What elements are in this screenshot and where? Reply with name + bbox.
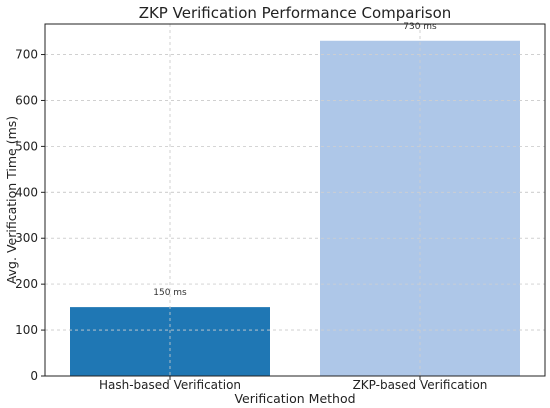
y-tick-label: 600 (15, 93, 38, 107)
x-tick-label: ZKP-based Verification (353, 378, 488, 392)
data-labels: 150 ms 730 ms (153, 22, 437, 298)
y-ticks: 0 100 200 300 400 500 600 700 (15, 48, 45, 383)
axes (44, 23, 546, 377)
data-label: 730 ms (403, 22, 437, 32)
x-ticks: Hash-based Verification ZKP-based Verific… (99, 376, 487, 392)
bars-group (70, 40, 520, 377)
y-axis-label: Avg. Verification Time (ms) (4, 116, 19, 284)
x-tick-label: Hash-based Verification (99, 378, 241, 392)
y-tick-label: 100 (15, 323, 38, 337)
y-tick-label: 700 (15, 48, 38, 62)
y-tick-label: 400 (15, 185, 38, 199)
y-tick-label: 0 (30, 369, 38, 383)
data-label: 150 ms (153, 288, 187, 298)
chart-title: ZKP Verification Performance Comparison (139, 4, 452, 22)
bar (70, 307, 270, 376)
y-tick-label: 300 (15, 231, 38, 245)
y-tick-label: 500 (15, 139, 38, 153)
plot-frame (44, 23, 546, 377)
y-tick-label: 200 (15, 277, 38, 291)
x-axis-label: Verification Method (234, 391, 355, 406)
